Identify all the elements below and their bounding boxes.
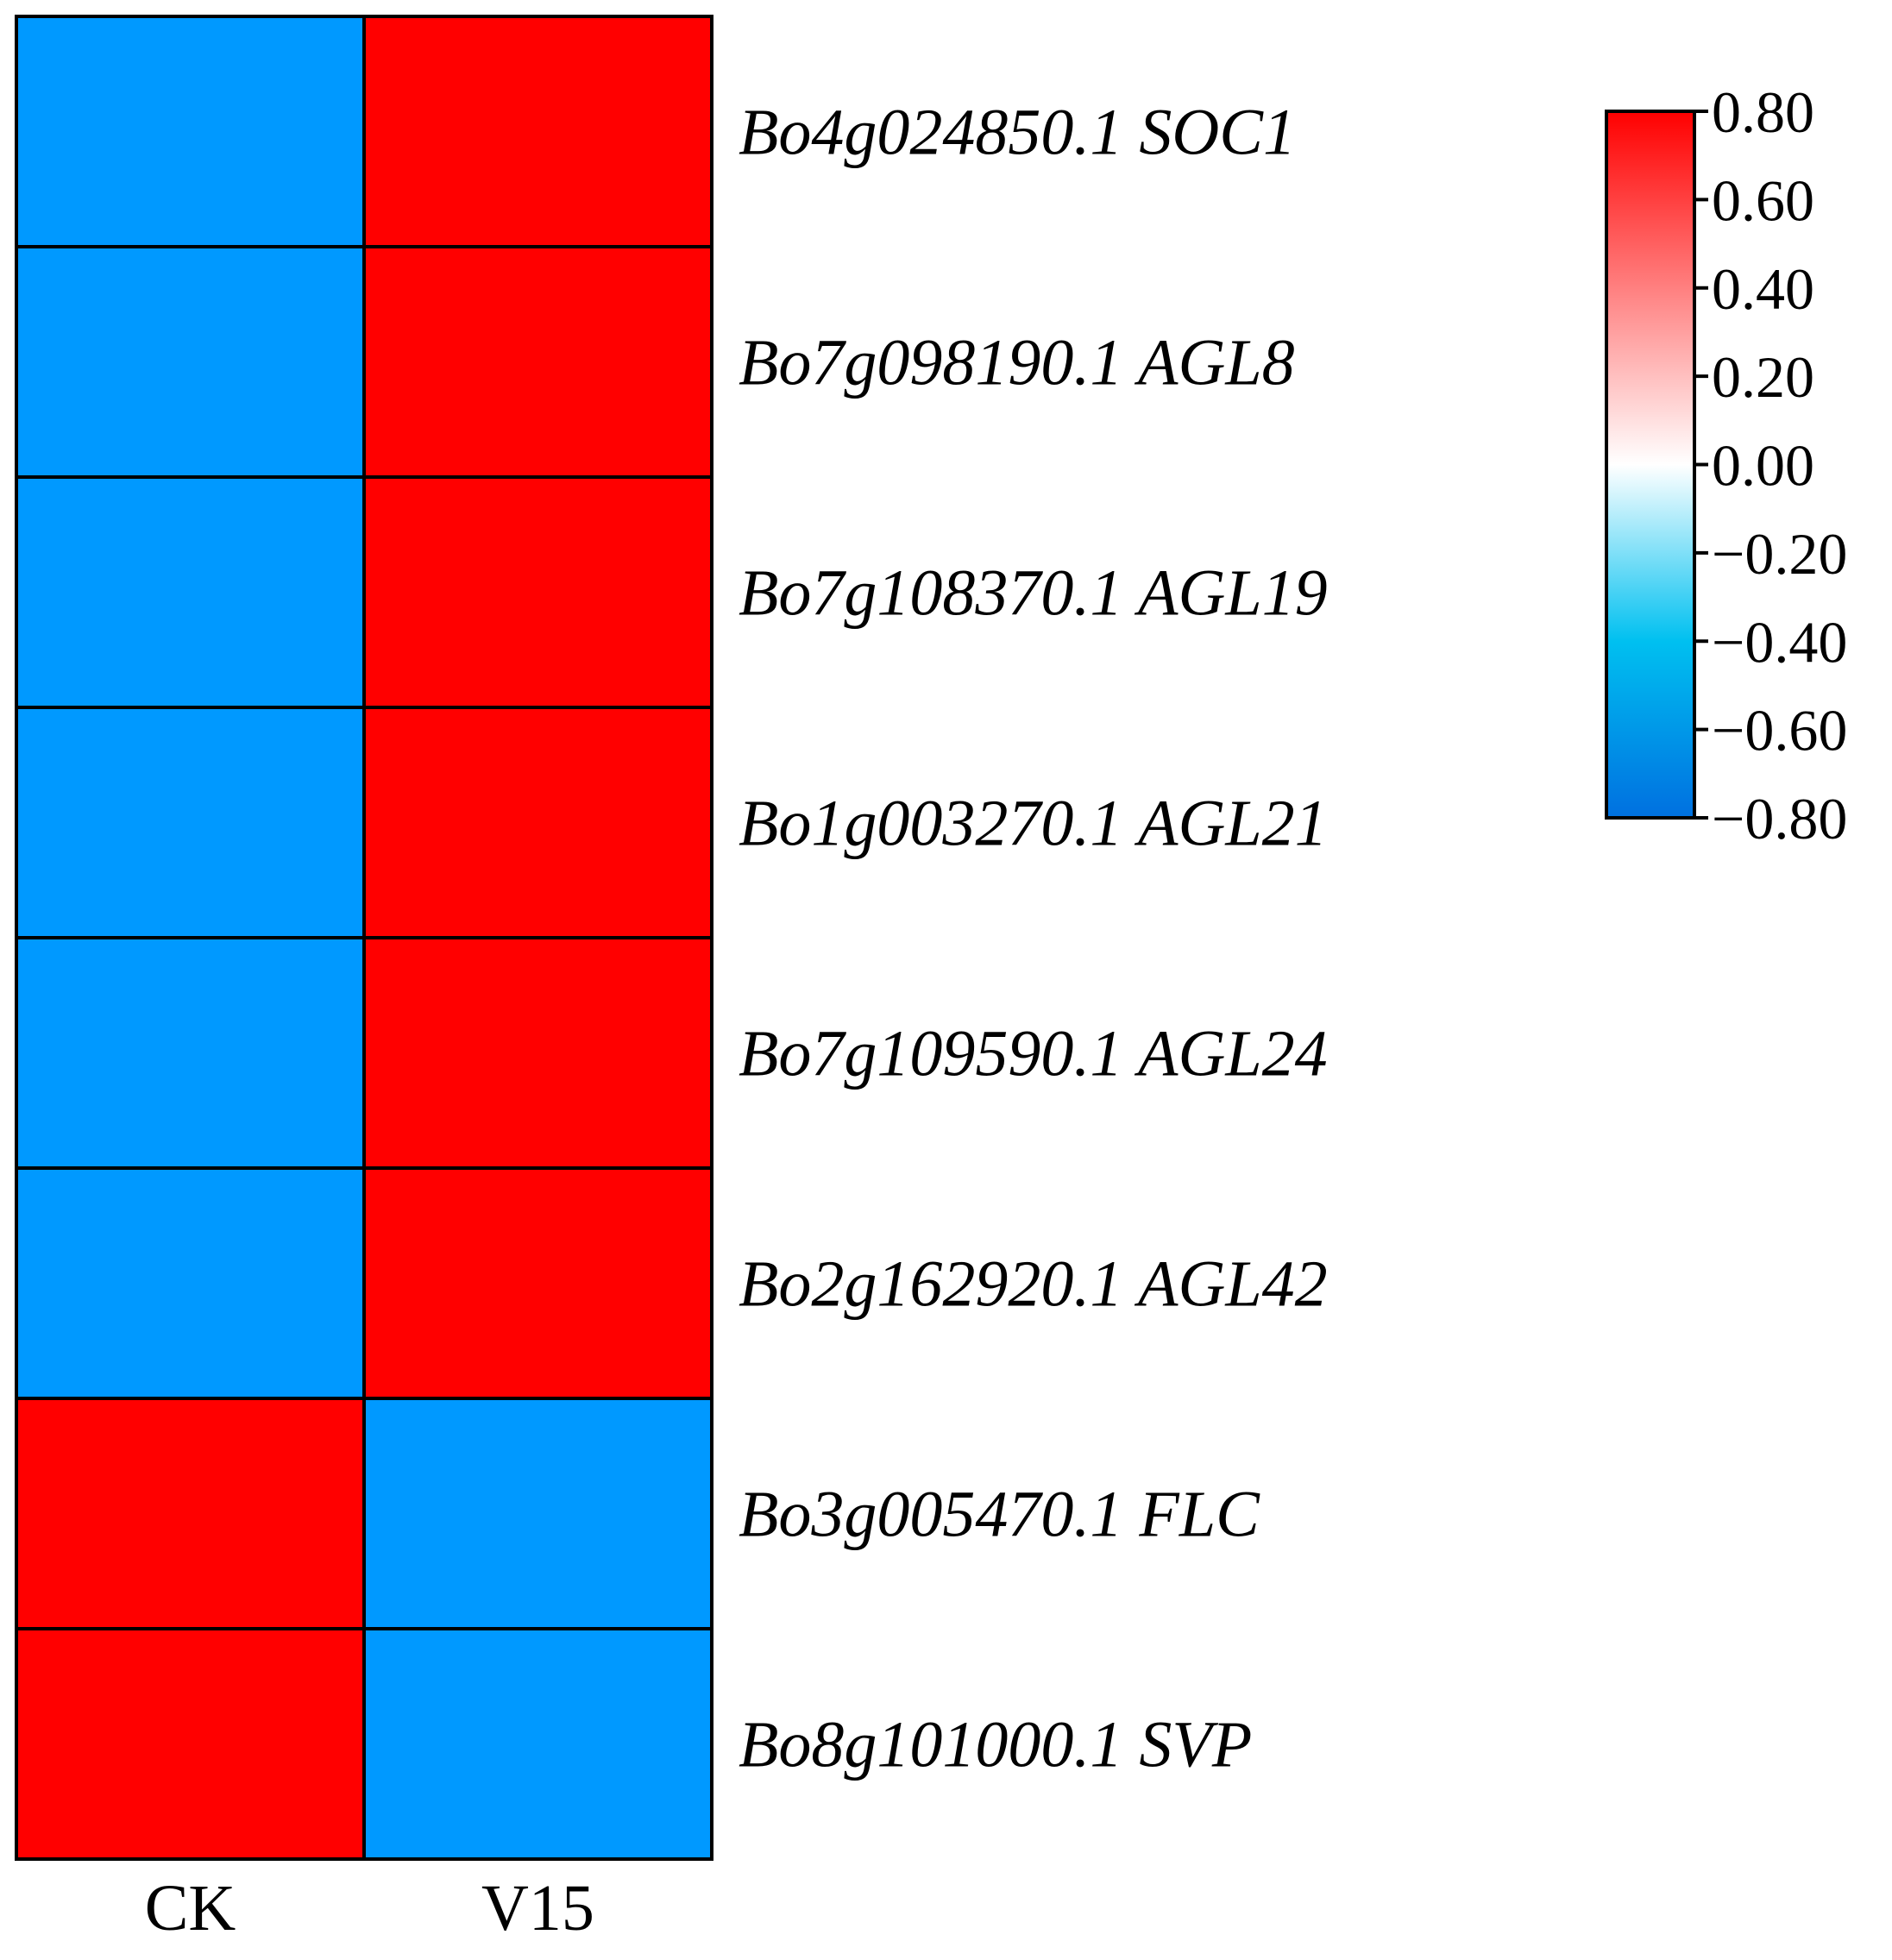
heatmap-cell [362,245,713,479]
row-label: Bo7g098190.1 AGL8 [739,327,1295,399]
column-labels: CK V15 [145,1872,594,1944]
heatmap-cell [362,1627,713,1861]
row-label: Bo1g003270.1 AGL21 [739,788,1328,860]
colorbar-tick-label: 0.00 [1712,433,1814,499]
heatmap-cell [15,475,366,709]
heatmap-cell [15,245,366,479]
column-label: CK [145,1872,236,1944]
row-label: Bo7g108370.1 AGL19 [739,557,1328,630]
row-labels: Bo4g024850.1 SOC1 Bo7g098190.1 AGL8 Bo7g10… [739,97,1328,1781]
colorbar-tick-label: −0.80 [1712,786,1847,851]
heatmap-cell [15,706,366,939]
row-label: Bo8g101000.1 SVP [739,1709,1252,1781]
colorbar-tick-label: −0.20 [1712,521,1847,587]
row-label: Bo4g024850.1 SOC1 [739,97,1296,169]
heatmap-cell [362,706,713,939]
colorbar-tick-label: −0.60 [1712,698,1847,763]
heatmap-cell [15,15,366,248]
heatmap-cell [15,1627,366,1861]
heatmap-cell [362,1166,713,1400]
heatmap-cell [362,15,713,248]
colorbar-tick-label: −0.40 [1712,609,1847,675]
heatmap-cell [362,1397,713,1630]
colorbar-tick-label: 0.80 [1712,79,1814,145]
colorbar-tick-label: 0.20 [1712,344,1814,410]
heatmap-cell [15,1397,366,1630]
colorbar-gradient [1605,110,1696,820]
heatmap-cell [362,936,713,1170]
colorbar-tick-label: 0.40 [1712,256,1814,322]
heatmap-cell [15,1166,366,1400]
heatmap-cell [15,936,366,1170]
colorbar-tick-label: 0.60 [1712,167,1814,233]
column-label: V15 [481,1872,594,1944]
heatmap-cells [15,15,713,1861]
heatmap-cell [362,475,713,709]
colorbar: 0.80 0.60 0.40 0.20 0.00 −0.20 −0.40 −0.60 −0.80 [1605,79,1847,851]
row-label: Bo2g162920.1 AGL42 [739,1248,1328,1321]
row-label: Bo3g005470.1 FLC [739,1479,1260,1551]
row-label: Bo7g109590.1 AGL24 [739,1018,1328,1090]
